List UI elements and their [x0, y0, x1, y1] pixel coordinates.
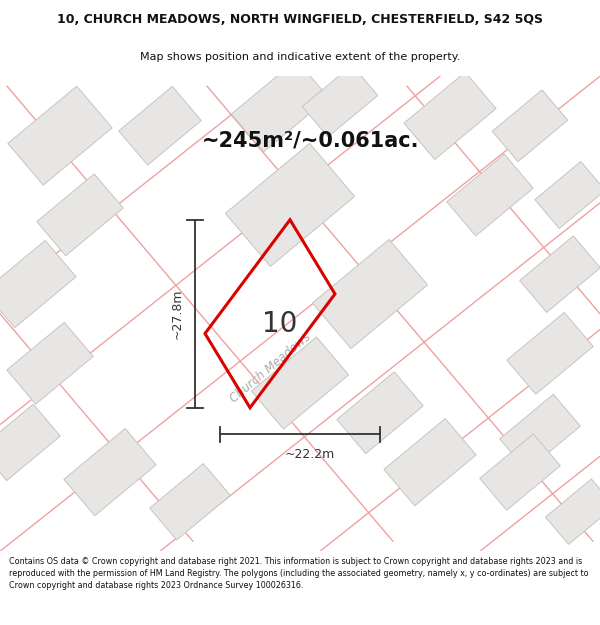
Polygon shape: [479, 434, 560, 510]
Polygon shape: [520, 236, 600, 312]
Polygon shape: [64, 429, 156, 516]
Polygon shape: [8, 86, 112, 185]
Polygon shape: [404, 72, 496, 159]
Polygon shape: [384, 419, 476, 506]
Polygon shape: [313, 239, 428, 349]
Polygon shape: [302, 65, 378, 137]
Polygon shape: [500, 394, 580, 471]
Polygon shape: [7, 322, 93, 404]
Polygon shape: [545, 479, 600, 544]
Text: ~245m²/~0.061ac.: ~245m²/~0.061ac.: [201, 131, 419, 151]
Polygon shape: [337, 372, 423, 454]
Text: 10: 10: [262, 309, 298, 338]
Polygon shape: [226, 143, 355, 266]
Text: 10, CHURCH MEADOWS, NORTH WINGFIELD, CHESTERFIELD, S42 5QS: 10, CHURCH MEADOWS, NORTH WINGFIELD, CHE…: [57, 12, 543, 26]
Polygon shape: [119, 86, 201, 165]
Polygon shape: [507, 312, 593, 394]
Polygon shape: [0, 241, 76, 328]
Text: Contains OS data © Crown copyright and database right 2021. This information is : Contains OS data © Crown copyright and d…: [9, 557, 589, 590]
Polygon shape: [447, 154, 533, 236]
Text: ~22.2m: ~22.2m: [285, 448, 335, 461]
Text: Church Meadows: Church Meadows: [227, 331, 313, 406]
Polygon shape: [149, 464, 230, 540]
Polygon shape: [251, 337, 349, 429]
Polygon shape: [0, 404, 61, 481]
Polygon shape: [535, 161, 600, 229]
Polygon shape: [492, 90, 568, 162]
Text: ~27.8m: ~27.8m: [170, 289, 184, 339]
Text: Map shows position and indicative extent of the property.: Map shows position and indicative extent…: [140, 52, 460, 62]
Polygon shape: [37, 174, 123, 256]
Polygon shape: [232, 60, 329, 152]
